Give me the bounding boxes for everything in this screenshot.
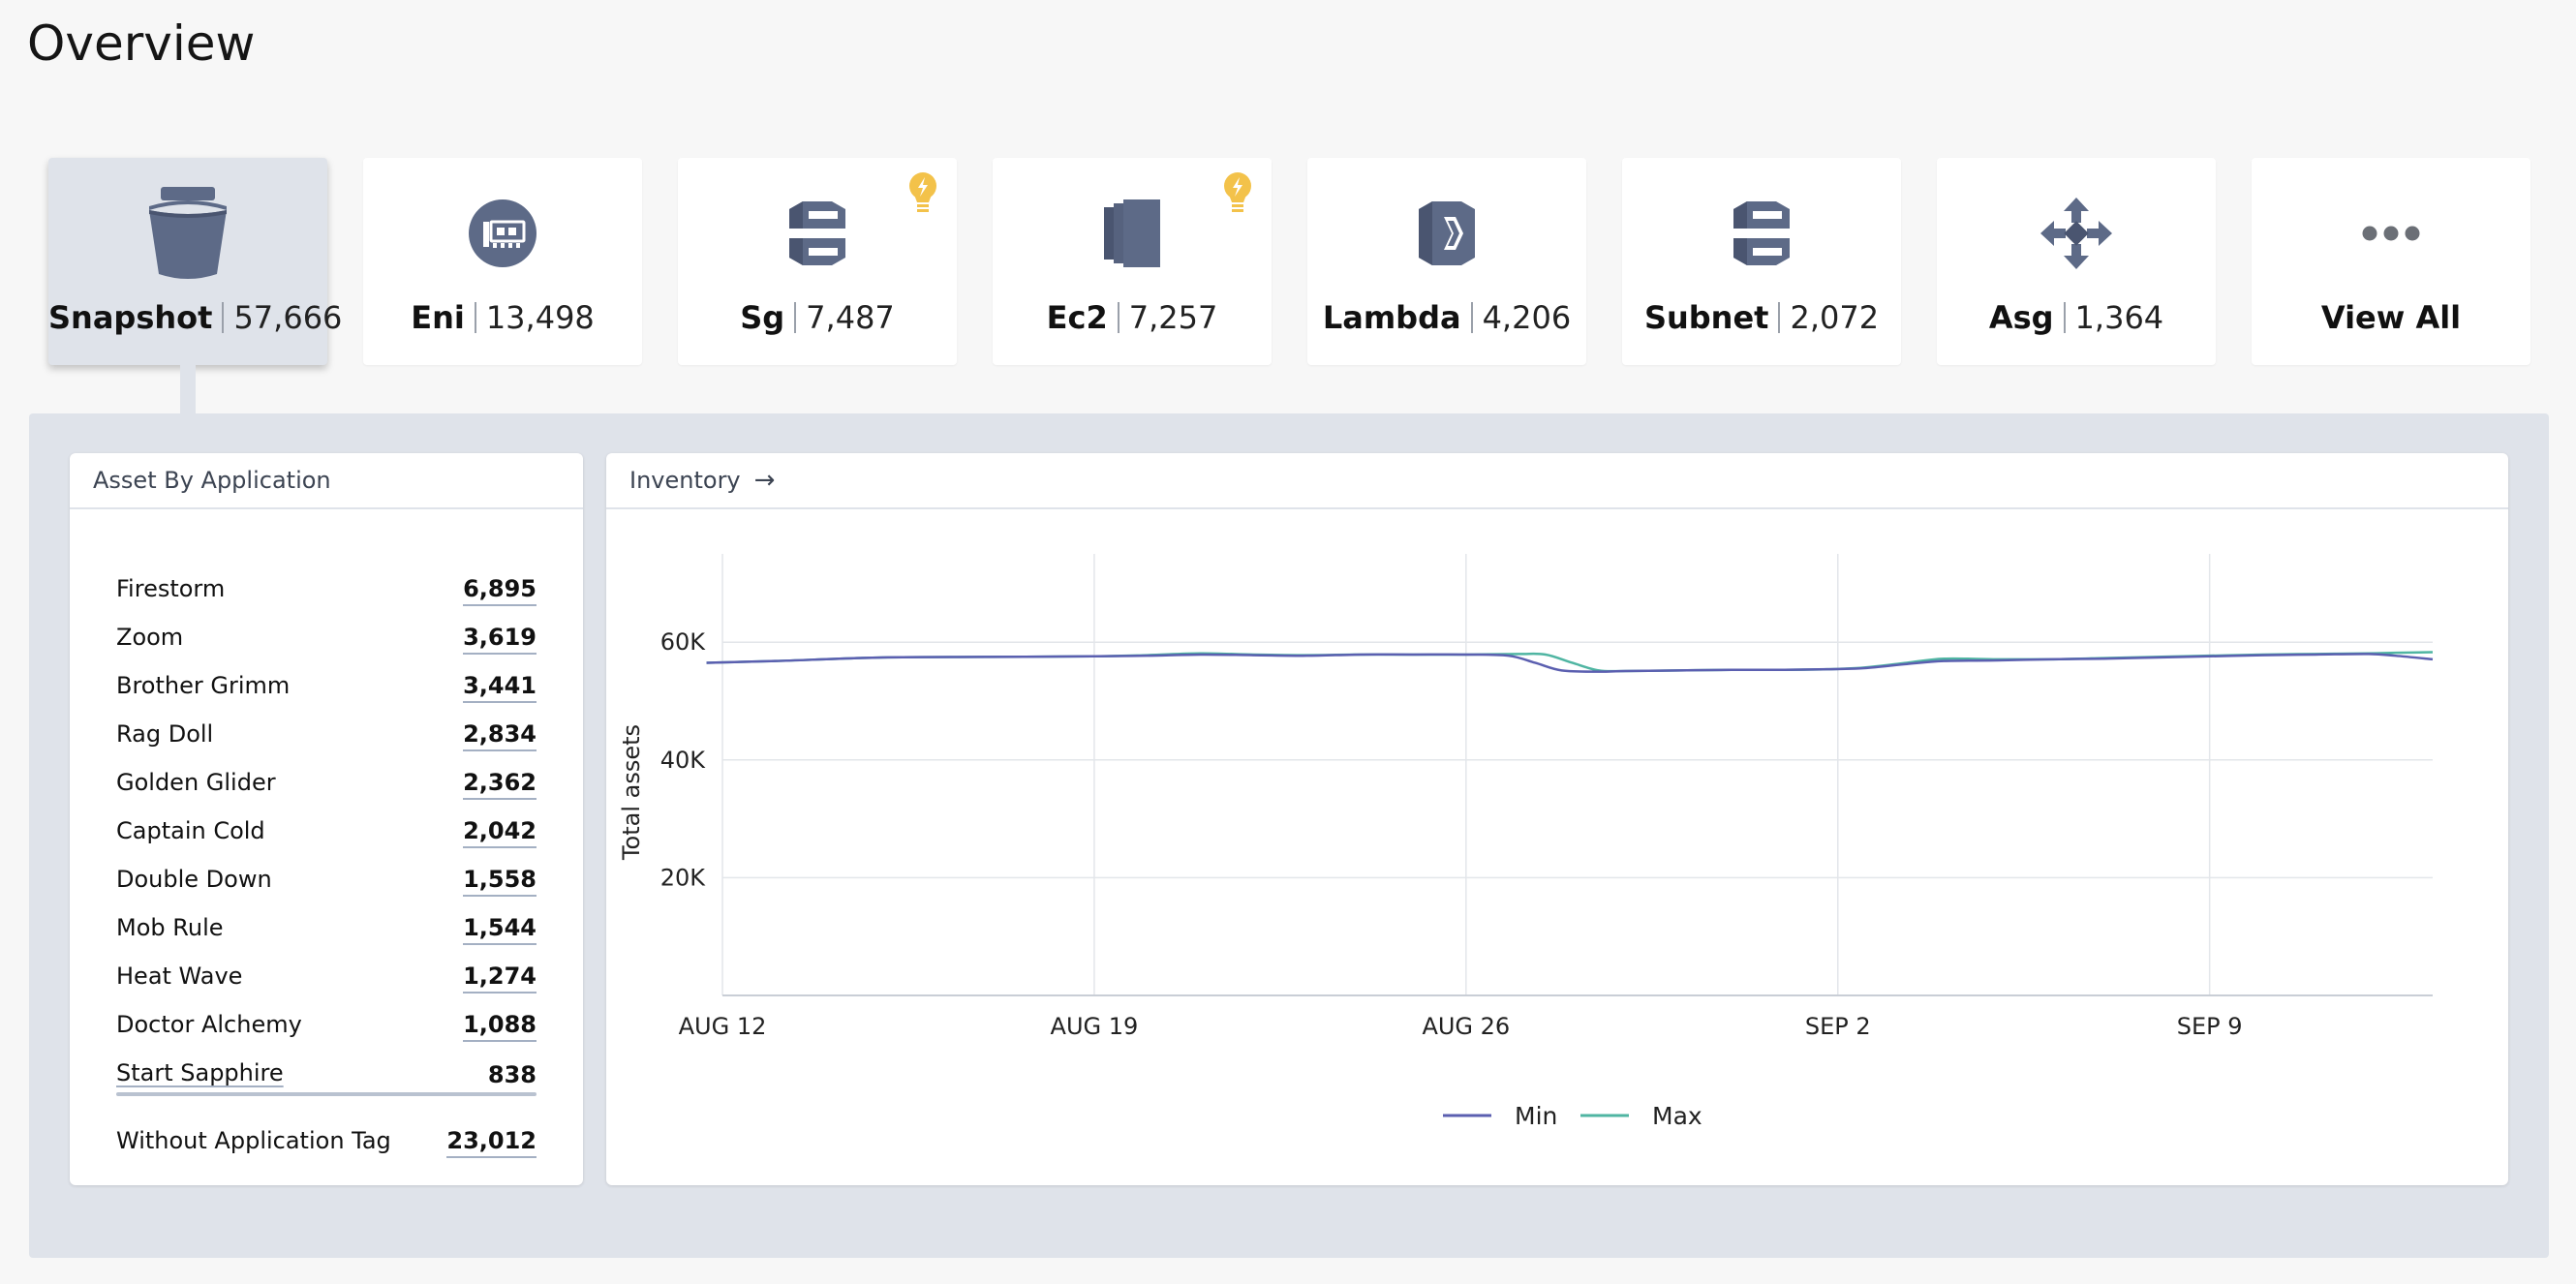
subnet-icon — [1733, 201, 1790, 265]
y-tick-label: 60K — [660, 628, 707, 656]
y-tick-label: 20K — [660, 864, 707, 891]
app-name: Golden Glider — [116, 769, 276, 796]
tile-subnet[interactable]: Subnet 2,072 — [1622, 158, 1901, 365]
x-tick-label: SEP 2 — [1805, 1013, 1871, 1040]
tile-count: 7,257 — [1128, 299, 1218, 336]
app-count[interactable]: 1,274 — [463, 963, 537, 994]
series-line-min — [706, 653, 2434, 673]
lightbulb-icon — [909, 172, 936, 212]
tile-count: 4,206 — [1482, 299, 1572, 336]
tile-name: Subnet — [1643, 299, 1769, 336]
app-count[interactable]: 6,895 — [463, 575, 537, 606]
app-count[interactable]: 838 — [487, 1061, 537, 1088]
app-count[interactable]: 2,042 — [463, 817, 537, 848]
ellipsis-icon — [2362, 226, 2420, 241]
tile-count: 1,364 — [2074, 299, 2164, 336]
tile-count: 7,487 — [806, 299, 895, 336]
tile-name: Snapshot — [48, 299, 213, 336]
app-count[interactable]: 2,834 — [463, 720, 537, 751]
lightbulb-icon — [1224, 172, 1251, 212]
app-name: Double Down — [116, 866, 272, 893]
card-header: Asset By Application — [70, 453, 583, 509]
list-item[interactable]: Heat Wave 1,274 — [116, 945, 537, 994]
tile-name: Asg — [1988, 299, 2054, 336]
app-name: Rag Doll — [116, 720, 214, 748]
tile-count: 13,498 — [485, 299, 595, 336]
list-item[interactable]: Start Sapphire 838 — [116, 1042, 537, 1090]
app-count[interactable]: 3,619 — [463, 624, 537, 655]
tile-ec2[interactable]: Ec2 7,257 — [993, 158, 1272, 365]
lambda-icon — [1419, 201, 1475, 265]
security-group-icon — [789, 201, 845, 265]
x-tick-label: AUG 19 — [1051, 1013, 1139, 1040]
network-card-icon — [469, 199, 537, 267]
tile-name: Lambda — [1322, 299, 1461, 336]
auto-scaling-icon — [2040, 198, 2112, 269]
tile-sg[interactable]: Sg 7,487 — [678, 158, 957, 365]
list-item[interactable]: Mob Rule 1,544 — [116, 897, 537, 945]
list-item[interactable]: Double Down 1,558 — [116, 848, 537, 897]
y-tick-label: 40K — [660, 747, 707, 774]
app-count[interactable]: 3,441 — [463, 672, 537, 703]
x-tick-label: AUG 12 — [679, 1013, 767, 1040]
list-item[interactable]: Brother Grimm 3,441 — [116, 655, 537, 703]
app-count[interactable]: 1,558 — [463, 866, 537, 897]
tile-name: Ec2 — [1046, 299, 1108, 336]
series-line-max — [706, 651, 2434, 673]
tile-name: Sg — [740, 299, 785, 336]
arrow-right-icon[interactable]: → — [753, 466, 776, 495]
inventory-header[interactable]: Inventory → — [606, 453, 2508, 509]
app-name: Zoom — [116, 624, 184, 651]
list-item[interactable]: Golden Glider 2,362 — [116, 751, 537, 800]
inventory-chart: 20K 40K 60K AUG 12 AUG 19 AUG 26 SEP 2 SEP 9 T… — [618, 554, 2434, 1130]
app-name: Firestorm — [116, 575, 226, 602]
tile-eni[interactable]: Eni 13,498 — [363, 158, 642, 365]
inventory-card: Inventory → 20K 40K 60K AUG 12 AUG 19 AUG 26… — [606, 453, 2508, 1185]
tile-connector — [180, 365, 196, 413]
legend-label-min: Min — [1515, 1102, 1557, 1130]
view-all-label: View All — [2320, 299, 2462, 336]
page-title: Overview — [27, 15, 256, 72]
list-item-total[interactable]: Without Application Tag 23,012 — [116, 1110, 537, 1158]
app-name: Heat Wave — [116, 963, 243, 990]
list-item[interactable]: Rag Doll 2,834 — [116, 703, 537, 751]
x-tick-label: AUG 26 — [1422, 1013, 1510, 1040]
detail-panel: Asset By Application Firestorm 6,895 Zoo… — [29, 413, 2549, 1258]
app-count[interactable]: 1,544 — [463, 914, 537, 945]
app-name: Doctor Alchemy — [116, 1011, 302, 1038]
app-name: Captain Cold — [116, 817, 265, 844]
app-name: Mob Rule — [116, 914, 224, 941]
list-divider — [116, 1092, 537, 1096]
card-title: Asset By Application — [93, 467, 331, 494]
list-item[interactable]: Doctor Alchemy 1,088 — [116, 994, 537, 1042]
total-name: Without Application Tag — [116, 1127, 391, 1154]
asset-list: Firestorm 6,895 Zoom 3,619 Brother Grimm… — [70, 509, 583, 1158]
inventory-title[interactable]: Inventory — [629, 467, 741, 494]
app-name: Brother Grimm — [116, 672, 291, 699]
list-item[interactable]: Zoom 3,619 — [116, 606, 537, 655]
x-tick-label: SEP 9 — [2177, 1013, 2243, 1040]
asset-by-application-card: Asset By Application Firestorm 6,895 Zoo… — [70, 453, 583, 1185]
list-item[interactable]: Captain Cold 2,042 — [116, 800, 537, 848]
app-name: Start Sapphire — [116, 1059, 284, 1086]
tile-asg[interactable]: Asg 1,364 — [1937, 158, 2216, 365]
tile-view-all[interactable]: View All — [2252, 158, 2530, 365]
ec2-icon — [1104, 199, 1160, 267]
app-count[interactable]: 1,088 — [463, 1011, 537, 1042]
bucket-icon — [149, 187, 227, 279]
tile-count: 57,666 — [233, 299, 343, 336]
tile-snapshot[interactable]: Snapshot 57,666 — [48, 158, 342, 365]
total-count[interactable]: 23,012 — [446, 1127, 537, 1158]
list-item[interactable]: Firestorm 6,895 — [116, 558, 537, 606]
legend-label-max: Max — [1652, 1102, 1702, 1130]
tile-count: 2,072 — [1790, 299, 1880, 336]
app-count[interactable]: 2,362 — [463, 769, 537, 800]
y-axis-label: Total assets — [618, 724, 645, 861]
tile-name: Eni — [411, 299, 465, 336]
tile-lambda[interactable]: Lambda 4,206 — [1307, 158, 1586, 365]
